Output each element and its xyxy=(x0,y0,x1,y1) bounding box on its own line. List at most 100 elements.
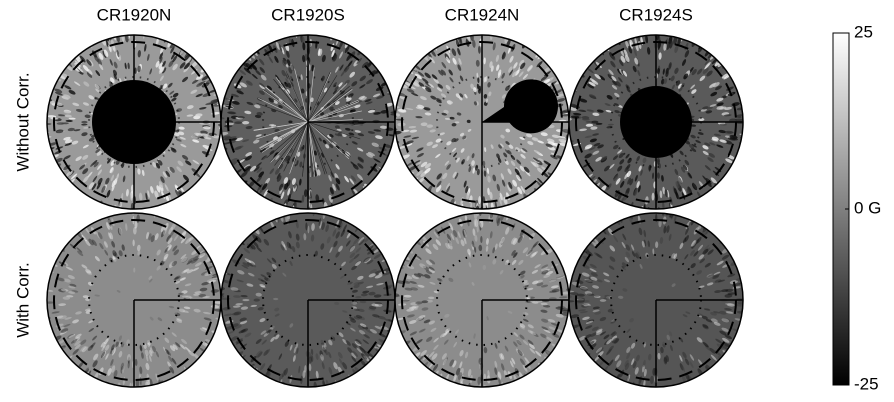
streak xyxy=(365,101,373,105)
streak xyxy=(77,250,84,257)
streak xyxy=(233,295,241,298)
streak xyxy=(118,351,123,358)
streak xyxy=(90,161,96,167)
streak xyxy=(278,163,284,170)
streak xyxy=(710,318,718,323)
streak xyxy=(63,94,71,99)
streak xyxy=(168,60,174,68)
streak xyxy=(256,246,262,253)
streak xyxy=(353,238,359,245)
streak xyxy=(615,81,621,87)
streak xyxy=(127,62,130,70)
magnetogram xyxy=(395,213,569,387)
streak xyxy=(115,341,119,347)
streak xyxy=(438,69,444,76)
streak xyxy=(429,281,436,285)
streak xyxy=(555,313,564,318)
streak xyxy=(496,64,500,71)
streak xyxy=(621,262,627,268)
streak xyxy=(358,316,365,321)
streak xyxy=(358,238,365,246)
streak xyxy=(613,144,619,150)
streak xyxy=(334,133,340,137)
streak xyxy=(721,73,730,79)
streak xyxy=(466,218,470,227)
streak xyxy=(374,274,383,279)
streak xyxy=(704,262,711,268)
center-ray xyxy=(307,121,316,177)
streak xyxy=(192,159,200,165)
streak xyxy=(596,253,603,259)
streak xyxy=(85,268,92,274)
streak xyxy=(338,245,343,252)
streak xyxy=(127,356,130,364)
streak xyxy=(329,246,333,254)
streak xyxy=(511,250,516,256)
streak xyxy=(169,166,175,173)
streak xyxy=(508,181,513,189)
streak xyxy=(357,281,364,285)
streak xyxy=(535,350,542,357)
streak xyxy=(59,315,67,320)
streak xyxy=(452,230,458,238)
streak xyxy=(335,177,341,185)
streak xyxy=(353,316,360,320)
streak xyxy=(684,50,690,58)
streak xyxy=(377,315,386,320)
streak xyxy=(713,321,721,326)
streak xyxy=(508,66,513,73)
streak xyxy=(266,258,272,264)
streak xyxy=(632,65,637,73)
streak xyxy=(445,84,451,90)
streak xyxy=(155,162,161,169)
streak xyxy=(540,132,548,137)
streak xyxy=(401,298,410,302)
streak xyxy=(130,192,133,201)
streak xyxy=(540,266,548,272)
streak xyxy=(494,342,498,349)
streak xyxy=(121,162,125,169)
streak xyxy=(521,147,528,152)
streak xyxy=(683,73,689,80)
streak xyxy=(428,268,435,274)
streak xyxy=(357,163,364,169)
streak xyxy=(145,192,148,201)
streak xyxy=(429,259,436,265)
streak xyxy=(411,305,419,309)
streak xyxy=(164,337,170,343)
streak xyxy=(660,346,664,354)
streak xyxy=(505,227,510,235)
streak xyxy=(376,95,384,100)
streak xyxy=(662,68,665,75)
streak xyxy=(607,227,614,236)
streak xyxy=(652,367,657,376)
streak xyxy=(586,293,595,296)
streak xyxy=(410,302,418,306)
streak xyxy=(63,164,71,171)
streak xyxy=(428,296,435,300)
streak xyxy=(579,98,588,103)
streak xyxy=(721,318,730,323)
streak xyxy=(418,315,426,319)
streak xyxy=(592,309,600,313)
streak xyxy=(620,180,625,188)
streak xyxy=(697,313,704,317)
streak xyxy=(246,243,254,250)
streak xyxy=(577,297,586,301)
streak xyxy=(165,170,170,177)
streak xyxy=(246,80,253,86)
streak xyxy=(242,298,250,302)
streak xyxy=(75,156,82,162)
streak xyxy=(271,263,277,269)
streak xyxy=(82,144,89,149)
streak xyxy=(183,62,190,70)
streak xyxy=(734,118,743,121)
streak xyxy=(319,220,322,229)
streak xyxy=(201,281,210,286)
streak xyxy=(130,202,134,209)
streak xyxy=(457,64,462,71)
streak xyxy=(420,161,428,168)
streak xyxy=(687,186,692,194)
streak xyxy=(358,345,365,352)
